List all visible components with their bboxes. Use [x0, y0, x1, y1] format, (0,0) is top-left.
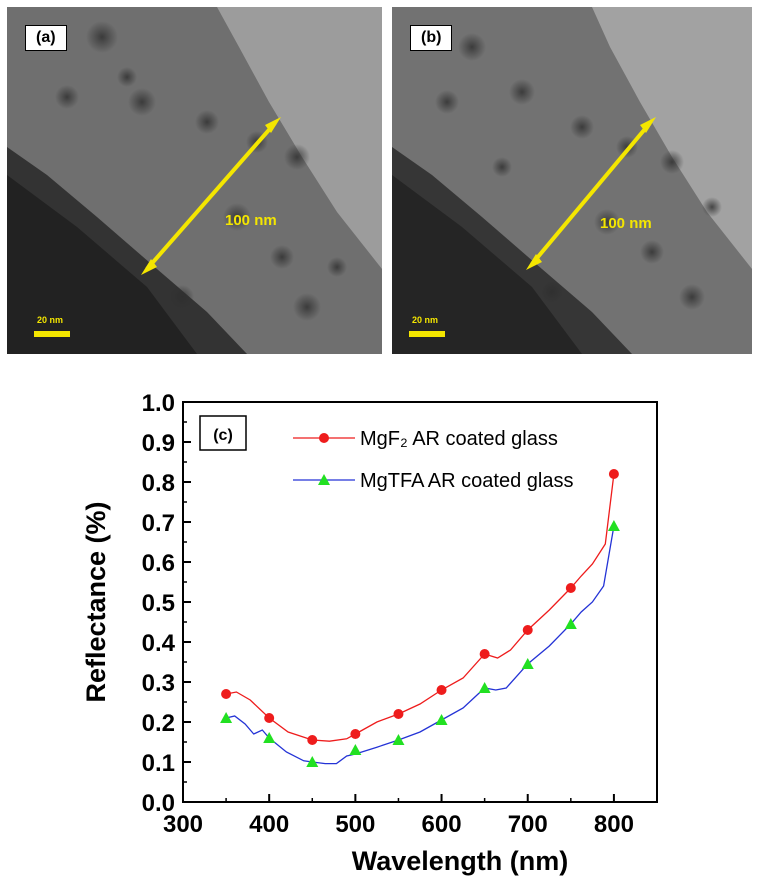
- tem-image-b: (b) 100 nm 20 nm: [392, 7, 752, 354]
- y-tick-label: 0.9: [142, 430, 175, 457]
- data-point-0: [393, 709, 404, 719]
- scale-label-a: 20 nm: [37, 315, 64, 325]
- x-tick-label: 800: [594, 811, 634, 838]
- x-tick-label: 600: [422, 811, 462, 838]
- data-point-1: [607, 520, 620, 531]
- data-point-1: [564, 618, 577, 629]
- y-tick-label: 0.3: [142, 670, 175, 697]
- reflectance-chart: 300 400 500 600 700 800 0.0 0.1 0.2 0.3 0.4 0.5 0.6 0…: [81, 390, 658, 876]
- y-tick-label: 0.1: [142, 750, 175, 777]
- y-tick-label: 0.5: [142, 590, 175, 617]
- series-line-1: [225, 525, 615, 765]
- data-point-1: [306, 756, 319, 767]
- data-point-1: [349, 744, 362, 755]
- data-point-0: [565, 583, 576, 593]
- data-point-0: [307, 735, 318, 745]
- x-tick-label: 500: [335, 811, 375, 838]
- x-tick-label: 300: [163, 811, 203, 838]
- x-axis-label: Wavelength (nm): [352, 846, 569, 876]
- data-point-0: [608, 469, 619, 479]
- data-point-0: [264, 713, 275, 723]
- tem-micrograph-a: [7, 7, 382, 354]
- series-line-0: [225, 473, 615, 742]
- panel-label-b: (b): [410, 25, 453, 51]
- data-point-0: [522, 625, 533, 635]
- scale-bar-b: [409, 331, 445, 337]
- panel-label-c: (c): [213, 427, 233, 444]
- data-point-1: [435, 714, 448, 725]
- data-point-0: [221, 689, 232, 699]
- legend-label-1: MgTFA AR coated glass: [360, 470, 573, 492]
- y-tick-label: 0.8: [142, 470, 175, 497]
- data-point-1: [521, 658, 534, 669]
- data-point-0: [479, 649, 490, 659]
- arrow-line-b: [530, 121, 652, 266]
- scale-bar-a: [34, 331, 70, 337]
- y-tick-label: 0.6: [142, 550, 175, 577]
- legend-marker-1: [318, 474, 330, 485]
- x-tick-label: 700: [508, 811, 548, 838]
- data-point-1: [263, 732, 276, 743]
- y-axis-label: Reflectance (%): [81, 501, 111, 702]
- y-tick-label: 0.4: [142, 630, 176, 657]
- legend-marker-0: [319, 433, 329, 443]
- legend-label-0: MgF₂ AR coated glass: [360, 428, 558, 450]
- data-point-1: [392, 734, 405, 745]
- arrow-line-a: [145, 121, 277, 271]
- data-point-0: [436, 685, 447, 695]
- data-point-1: [478, 682, 491, 693]
- y-tick-label: 0.2: [142, 710, 175, 737]
- data-point-0: [350, 729, 361, 739]
- tem-micrograph-b: [392, 7, 752, 354]
- plot-frame: [182, 401, 658, 803]
- thickness-label-b: 100 nm: [600, 215, 652, 232]
- data-point-1: [220, 712, 233, 723]
- panel-label-c-box: [199, 415, 247, 451]
- thickness-label-a: 100 nm: [225, 212, 277, 229]
- panel-label-a: (a): [25, 25, 67, 51]
- tem-image-a: (a) 100 nm 20 nm: [7, 7, 382, 354]
- y-tick-label: 1.0: [142, 390, 175, 417]
- y-tick-label: 0.7: [142, 510, 175, 537]
- y-tick-label: 0.0: [142, 790, 175, 817]
- x-tick-label: 400: [249, 811, 289, 838]
- scale-label-b: 20 nm: [412, 315, 439, 325]
